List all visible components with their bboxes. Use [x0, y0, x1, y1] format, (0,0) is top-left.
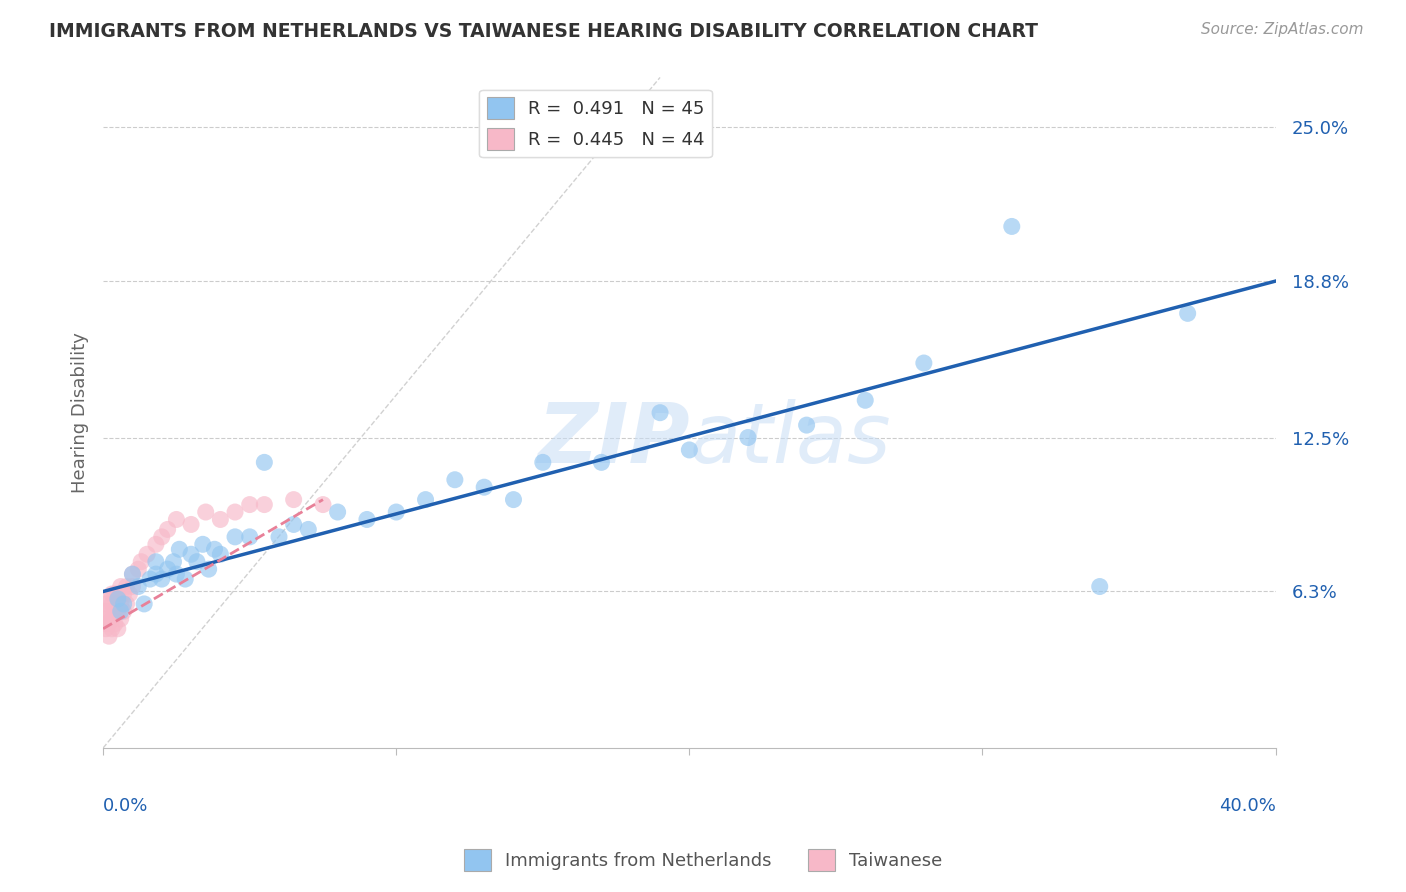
- Point: [145, 555, 167, 569]
- Point: [180, 517, 202, 532]
- Point: [121, 580, 143, 594]
- Point: [197, 562, 219, 576]
- Point: [107, 587, 129, 601]
- Point: [118, 587, 141, 601]
- Text: 40.0%: 40.0%: [1219, 797, 1275, 814]
- Legend: R =  0.491   N = 45, R =  0.445   N = 44: R = 0.491 N = 45, R = 0.445 N = 44: [479, 90, 711, 157]
- Point: [139, 572, 162, 586]
- Point: [531, 455, 554, 469]
- Point: [385, 505, 408, 519]
- Point: [101, 597, 124, 611]
- Point: [186, 555, 208, 569]
- Point: [180, 547, 202, 561]
- Point: [591, 455, 613, 469]
- Text: 0.0%: 0.0%: [103, 797, 149, 814]
- Point: [678, 442, 700, 457]
- Point: [156, 562, 179, 576]
- Point: [224, 530, 246, 544]
- Point: [115, 580, 138, 594]
- Point: [107, 622, 129, 636]
- Point: [104, 604, 127, 618]
- Point: [165, 567, 187, 582]
- Point: [94, 622, 117, 636]
- Point: [94, 616, 117, 631]
- Text: ZIP: ZIP: [537, 399, 689, 480]
- Point: [239, 530, 262, 544]
- Point: [239, 498, 262, 512]
- Point: [127, 562, 149, 576]
- Point: [150, 572, 173, 586]
- Point: [127, 580, 149, 594]
- Point: [101, 622, 124, 636]
- Point: [267, 530, 290, 544]
- Point: [107, 591, 129, 606]
- Point: [98, 591, 121, 606]
- Point: [796, 418, 818, 433]
- Point: [194, 505, 217, 519]
- Text: Source: ZipAtlas.com: Source: ZipAtlas.com: [1201, 22, 1364, 37]
- Point: [136, 547, 159, 561]
- Point: [110, 604, 132, 618]
- Point: [101, 612, 124, 626]
- Point: [204, 542, 226, 557]
- Point: [356, 512, 378, 526]
- Point: [191, 537, 214, 551]
- Point: [112, 587, 135, 601]
- Point: [648, 406, 671, 420]
- Point: [912, 356, 935, 370]
- Text: atlas: atlas: [689, 399, 891, 480]
- Point: [415, 492, 437, 507]
- Point: [444, 473, 467, 487]
- Point: [169, 542, 191, 557]
- Point: [737, 431, 759, 445]
- Point: [121, 567, 143, 582]
- Point: [112, 604, 135, 618]
- Point: [98, 616, 121, 631]
- Point: [326, 505, 349, 519]
- Point: [115, 597, 138, 611]
- Point: [94, 604, 117, 618]
- Point: [1177, 306, 1199, 320]
- Legend: Immigrants from Netherlands, Taiwanese: Immigrants from Netherlands, Taiwanese: [457, 842, 949, 879]
- Point: [98, 629, 121, 643]
- Point: [94, 612, 117, 626]
- Point: [297, 523, 319, 537]
- Point: [94, 597, 117, 611]
- Point: [98, 604, 121, 618]
- Point: [156, 523, 179, 537]
- Point: [472, 480, 495, 494]
- Point: [134, 597, 156, 611]
- Point: [110, 597, 132, 611]
- Point: [150, 530, 173, 544]
- Y-axis label: Hearing Disability: Hearing Disability: [72, 332, 89, 493]
- Point: [162, 555, 184, 569]
- Point: [110, 612, 132, 626]
- Point: [253, 498, 276, 512]
- Point: [1001, 219, 1024, 234]
- Point: [224, 505, 246, 519]
- Point: [283, 517, 305, 532]
- Point: [107, 604, 129, 618]
- Point: [104, 587, 127, 601]
- Point: [253, 455, 276, 469]
- Point: [312, 498, 335, 512]
- Point: [145, 537, 167, 551]
- Point: [129, 555, 152, 569]
- Point: [209, 547, 232, 561]
- Point: [145, 567, 167, 582]
- Point: [110, 580, 132, 594]
- Point: [101, 587, 124, 601]
- Point: [121, 567, 143, 582]
- Point: [1088, 580, 1111, 594]
- Point: [853, 393, 876, 408]
- Point: [502, 492, 524, 507]
- Point: [104, 616, 127, 631]
- Text: IMMIGRANTS FROM NETHERLANDS VS TAIWANESE HEARING DISABILITY CORRELATION CHART: IMMIGRANTS FROM NETHERLANDS VS TAIWANESE…: [49, 22, 1038, 41]
- Point: [209, 512, 232, 526]
- Point: [283, 492, 305, 507]
- Point: [112, 597, 135, 611]
- Point: [165, 512, 187, 526]
- Point: [174, 572, 197, 586]
